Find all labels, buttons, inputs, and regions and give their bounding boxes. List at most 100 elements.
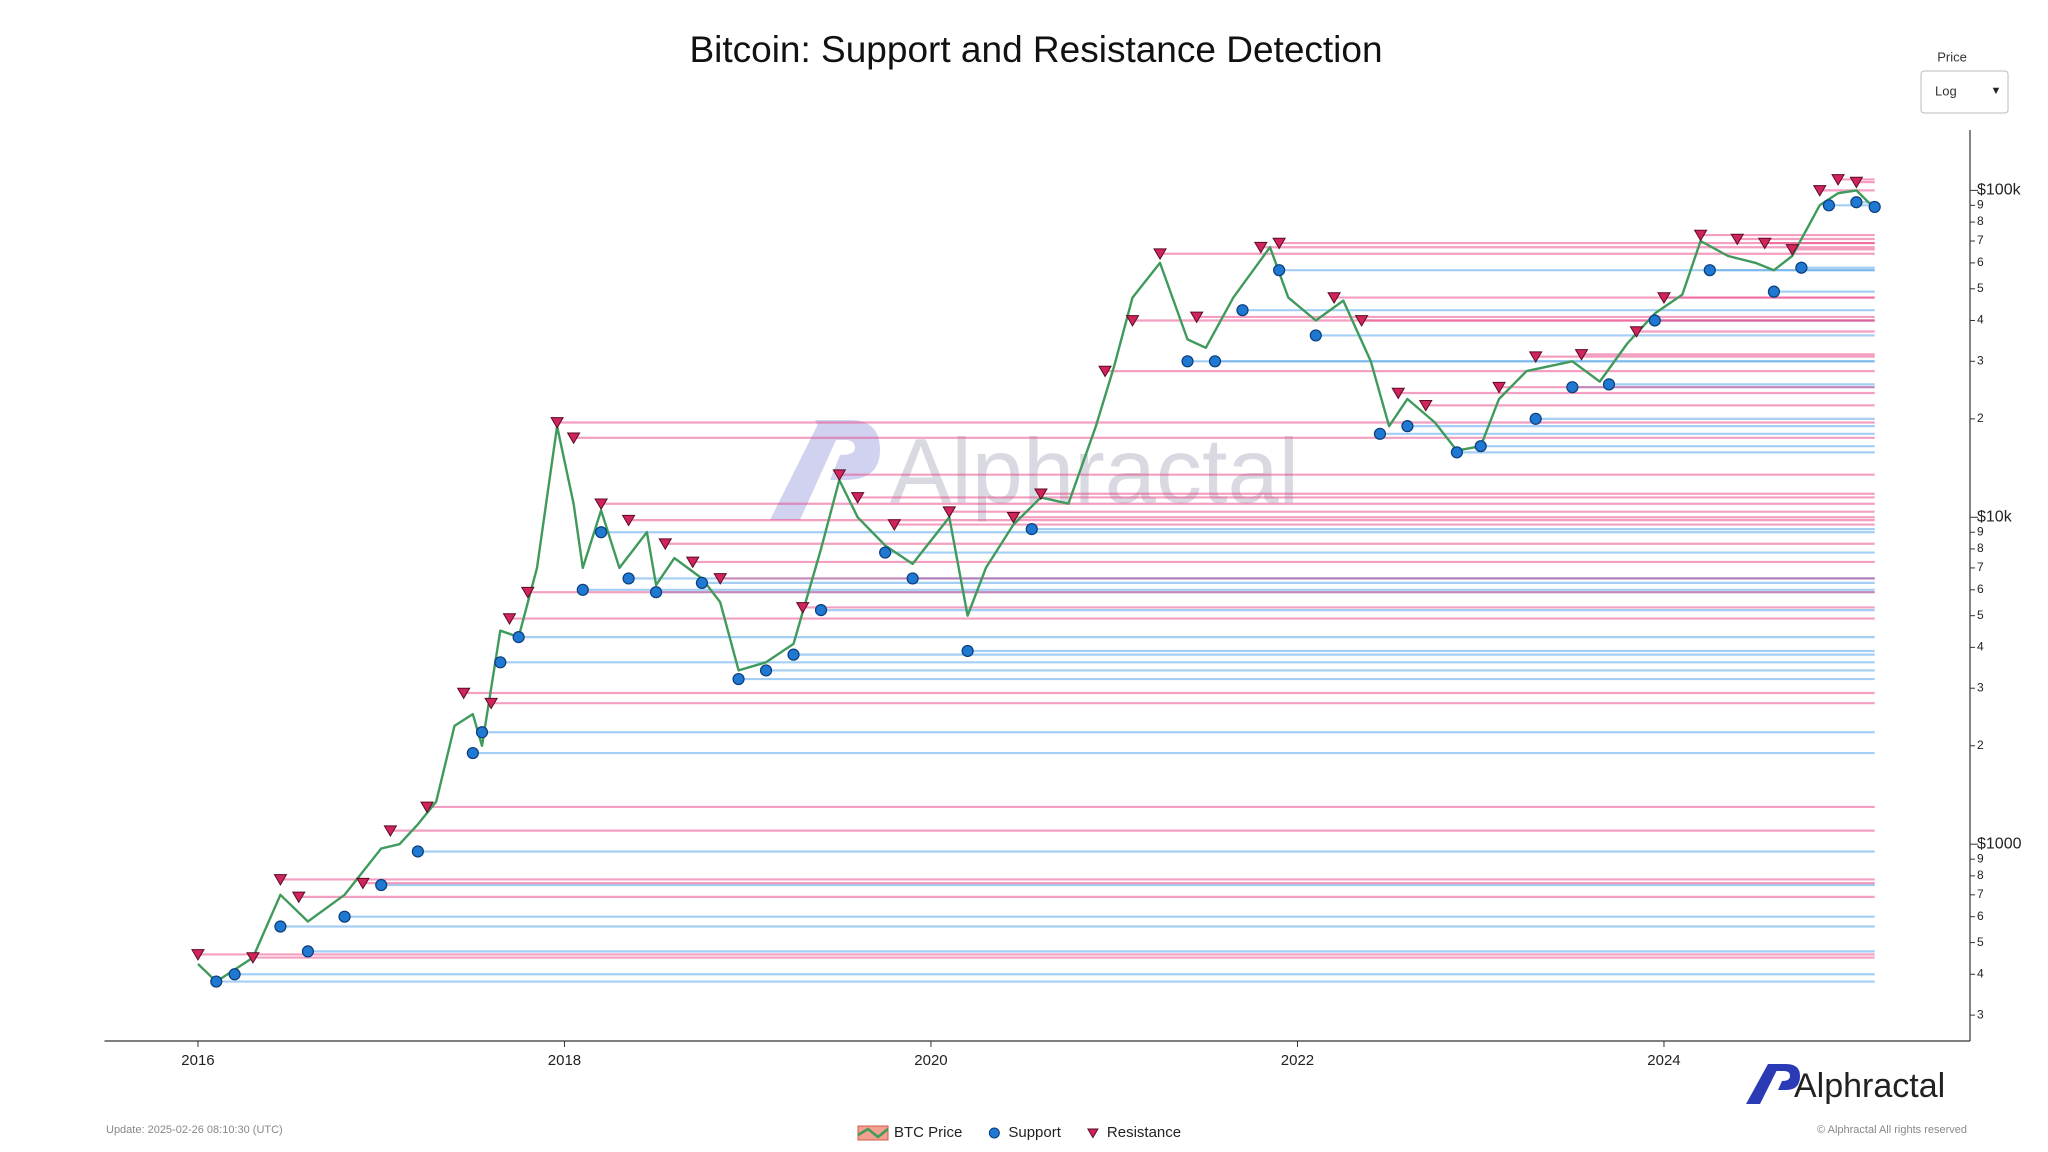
support-point (759, 664, 773, 677)
legend: BTC Price Support Resistance (857, 1124, 1181, 1141)
x-tick-label: 2016 (181, 1052, 214, 1069)
resistance-point (1785, 244, 1800, 256)
resistance-point (1189, 311, 1204, 324)
y-tick-label: 7 (1977, 560, 1984, 574)
support-point (475, 726, 489, 739)
logo: Alphractal (1746, 1064, 1945, 1105)
resistance-point (383, 825, 398, 838)
legend-label: Resistance (1107, 1124, 1181, 1141)
dropdown-value[interactable]: Log (1935, 83, 1957, 98)
resistance-point (1418, 400, 1433, 412)
support-point (1309, 329, 1322, 342)
resistance-point (1657, 292, 1671, 304)
control-label: Price (1937, 49, 1967, 64)
update-note: Update: 2025-02-26 08:10:30 (UTC) (106, 1124, 283, 1136)
x-tick-label: 2018 (548, 1052, 581, 1069)
support-point (301, 945, 315, 958)
support-point (1236, 304, 1249, 317)
y-tick-label: 4 (1977, 640, 1984, 654)
support-point (814, 604, 828, 617)
support-point (695, 576, 708, 589)
dropdown-arrow[interactable]: ▼ (1991, 85, 2002, 97)
resistance-point (795, 602, 810, 614)
support-point (466, 746, 479, 760)
support-point (1850, 196, 1863, 209)
logo-icon (1746, 1064, 1780, 1104)
support-point (1181, 355, 1194, 368)
y-tick-label: 8 (1977, 541, 1984, 555)
support-point (1529, 412, 1542, 425)
resistance-point (420, 801, 434, 814)
support-point (595, 526, 608, 539)
price-line (197, 189, 1876, 983)
y-tick-label: 2 (1977, 411, 1984, 425)
support-point (1450, 446, 1463, 459)
y-tick-label: 6 (1977, 909, 1984, 923)
support-point (512, 631, 525, 644)
scale-dropdown[interactable]: Log ▼ (1920, 70, 2009, 114)
resistance-point (1327, 292, 1341, 304)
y-tick-label: 5 (1977, 281, 1984, 295)
resistance-point (1153, 248, 1167, 261)
y-tick-label: 7 (1977, 233, 1984, 247)
support-point (228, 968, 241, 981)
y-tick-label: 8 (1977, 868, 1984, 882)
support-point (961, 644, 974, 658)
y-tick-label: 7 (1977, 887, 1984, 901)
support-point (210, 975, 223, 988)
resistance-point (685, 556, 700, 569)
resistance-point (594, 498, 608, 511)
resistance-point (1812, 185, 1827, 197)
resistance-point (1849, 176, 1864, 189)
resistance-point (1253, 241, 1268, 254)
resistance-point (1757, 237, 1772, 250)
legend-icon (988, 1127, 1000, 1139)
resistance-point (1730, 233, 1745, 246)
support-point (622, 572, 635, 585)
resistance-point (832, 469, 847, 482)
support-point (732, 672, 745, 686)
y-tick-label: 4 (1977, 966, 1984, 980)
resistance-point (356, 877, 370, 890)
copyright: © Alphractal All rights reserved (1817, 1124, 1967, 1136)
resistance-point (1831, 174, 1845, 186)
resistance-point (291, 891, 306, 904)
support-point (1373, 427, 1387, 440)
support-point (274, 920, 287, 933)
watermark-icon (815, 420, 880, 480)
resistance-point (1272, 237, 1287, 250)
legend-item: Resistance (1087, 1124, 1181, 1141)
support-point (411, 845, 424, 858)
y-tick-label: $100k (1977, 182, 2022, 199)
support-point (1868, 200, 1881, 214)
resistance-point (1693, 229, 1708, 242)
logo-icon (1772, 1064, 1800, 1090)
resistance-point (502, 613, 517, 625)
resistance-point (520, 586, 535, 599)
support-point (649, 586, 663, 599)
support-point (494, 656, 507, 669)
y-tick-label: 9 (1977, 524, 1984, 538)
resistance-point (1528, 351, 1543, 364)
resistance-point (887, 519, 902, 531)
x-tick-label: 2020 (914, 1052, 947, 1069)
y-tick-label: 6 (1977, 255, 1984, 269)
resistance-point (273, 874, 288, 886)
dropdown-box[interactable] (1920, 70, 2009, 114)
y-tick-label: $10k (1977, 508, 2013, 525)
resistance-point (1034, 488, 1048, 501)
legend-item: BTC Price (857, 1124, 962, 1141)
resistance-point (1006, 511, 1021, 524)
legend-icon (857, 1127, 889, 1139)
legend-icon (1087, 1128, 1099, 1139)
support-point (1208, 355, 1222, 368)
resistance-point (1098, 365, 1112, 378)
watermark-icon (770, 420, 845, 520)
x-tick-label: 2024 (1647, 1052, 1680, 1069)
support-point (787, 648, 800, 661)
resistance-point (1125, 315, 1140, 327)
y-tick-label: 4 (1977, 313, 1984, 327)
support-point (879, 546, 892, 559)
support-point (1566, 381, 1579, 394)
